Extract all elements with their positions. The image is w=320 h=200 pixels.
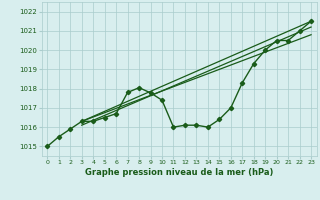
X-axis label: Graphe pression niveau de la mer (hPa): Graphe pression niveau de la mer (hPa): [85, 168, 273, 177]
